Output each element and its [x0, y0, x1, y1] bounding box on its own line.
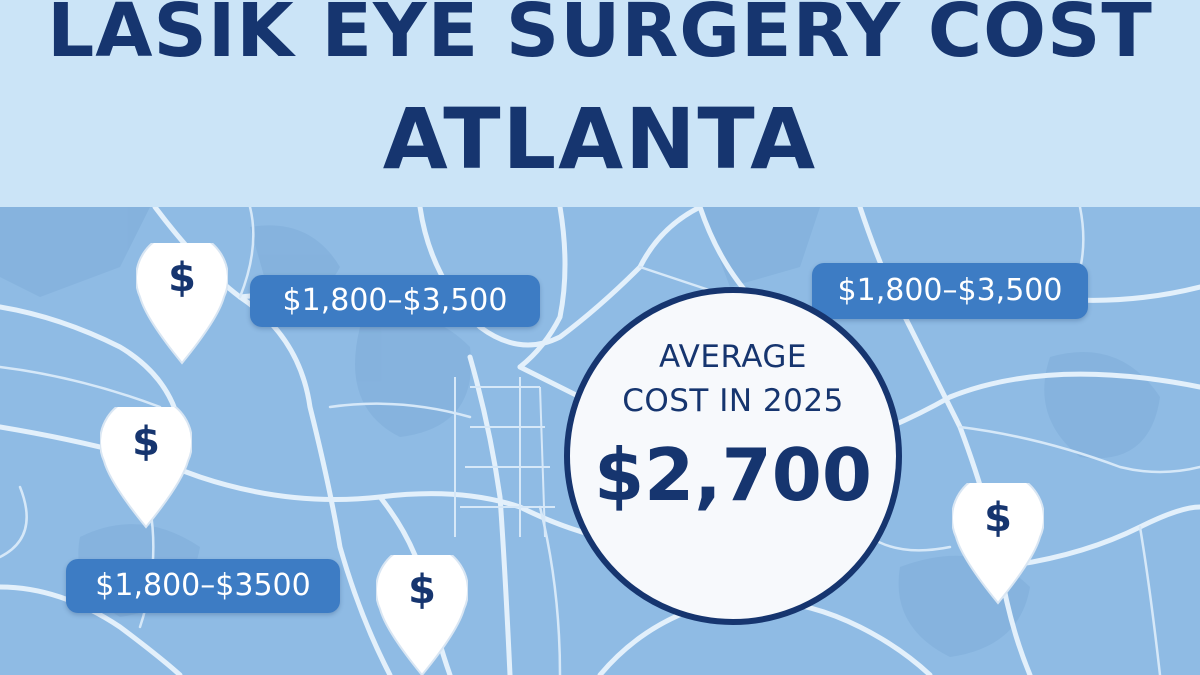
price-range-tag: $1,800–$3,500	[250, 275, 540, 327]
header-banner: LASIK EYE SURGERY COST ATLANTA	[0, 0, 1200, 207]
dollar-symbol: $	[168, 255, 196, 301]
average-cost-badge: AVERAGE COST IN 2025 $2,700	[564, 287, 902, 625]
dollar-symbol: $	[984, 495, 1012, 541]
price-range-tag: $1,800–$3,500	[812, 263, 1088, 319]
average-cost-value: $2,700	[594, 433, 872, 517]
dollar-pin-icon: $	[100, 407, 192, 529]
average-label: AVERAGE	[658, 339, 808, 375]
page-title-line1: LASIK EYE SURGERY COST	[47, 0, 1153, 74]
dollar-symbol: $	[408, 567, 436, 613]
dollar-pin-icon: $	[376, 555, 468, 675]
dollar-pin-icon: $	[952, 483, 1044, 605]
dollar-symbol: $	[132, 419, 160, 465]
dollar-pin-icon: $	[136, 243, 228, 365]
average-year-label: COST IN 2025	[622, 383, 844, 419]
page-title-line2: ATLANTA	[382, 90, 818, 188]
price-range-tag: $1,800–$3500	[66, 559, 340, 613]
